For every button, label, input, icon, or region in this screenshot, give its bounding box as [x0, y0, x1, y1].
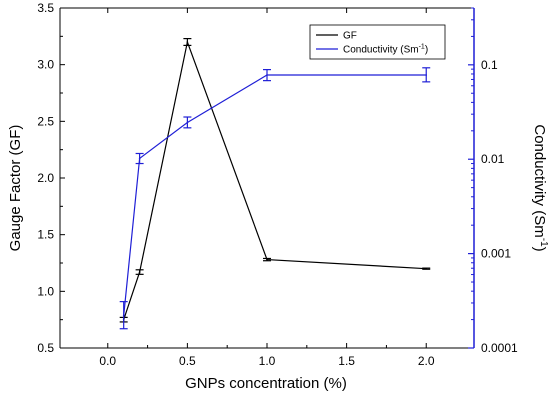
error-bar	[263, 257, 271, 262]
y-axis-right-title-sup: -1	[538, 238, 549, 247]
series-layer	[119, 37, 431, 330]
data-point	[425, 74, 428, 76]
legend-label: Conductivity (Sm-1)	[343, 44, 428, 56]
data-point	[186, 121, 189, 124]
y-right-tick-label: 0.0001	[481, 341, 518, 355]
y-left-tick-label: 2.0	[37, 171, 54, 185]
y-axis-right: 0.0001 0.001 0.01 0.1	[468, 7, 518, 355]
legend-label-sup: -1	[419, 44, 425, 51]
y-left-tick-label: 2.5	[37, 114, 54, 128]
data-point	[122, 314, 125, 317]
error-bar	[135, 269, 144, 275]
data-point	[138, 157, 141, 160]
x-tick-label: 2.0	[418, 354, 435, 368]
x-axis: 0.0 0.5 1.0 1.5 2.0	[99, 8, 435, 368]
x-tick-label: 0.0	[99, 354, 116, 368]
x-tick-label: 1.5	[338, 354, 355, 368]
y-right-tick-label: 0.01	[481, 152, 505, 166]
error-bar	[183, 116, 192, 129]
x-tick-label: 0.5	[179, 354, 196, 368]
y-right-tick-label: 0.1	[481, 58, 498, 72]
y-left-tick-label: 3.5	[37, 1, 54, 15]
data-point	[266, 258, 268, 261]
y-axis-right-title: Conductivity (Sm-1)	[531, 124, 549, 251]
y-axis-left: 0.5 1.0 1.5 2.0 2.5 3.0 3.5	[37, 1, 65, 355]
data-point	[266, 74, 268, 76]
y-axis-right-title-end: )	[531, 247, 548, 252]
error-bar	[422, 67, 431, 83]
legend-label: GF	[343, 31, 357, 42]
error-bar	[263, 69, 271, 82]
x-tick-label: 1.0	[259, 354, 276, 368]
data-point	[138, 271, 141, 273]
error-bar	[183, 37, 192, 47]
error-bar	[119, 301, 128, 330]
y-axis-right-title-main: Conductivity (Sm	[531, 124, 548, 237]
y-left-tick-label: 1.0	[37, 284, 54, 298]
x-axis-title: GNPs concentration (%)	[185, 375, 347, 392]
error-bar	[135, 152, 144, 165]
legend-label-main: GF	[343, 31, 357, 42]
y-left-tick-label: 1.5	[37, 228, 54, 242]
y-axis-left-title: Gauge Factor (GF)	[7, 125, 24, 252]
legend-label-end: )	[425, 45, 428, 56]
y-left-tick-label: 3.0	[37, 58, 54, 72]
series-line-conductivity	[123, 74, 427, 316]
data-point	[186, 41, 189, 43]
legend: GF Conductivity (Sm-1)	[309, 24, 446, 60]
series-line-gf	[123, 39, 427, 320]
data-point	[425, 267, 428, 270]
legend-label-main: Conductivity (Sm	[343, 45, 419, 56]
legend-box	[309, 24, 446, 60]
y-right-tick-label: 0.001	[481, 247, 511, 261]
y-left-tick-label: 0.5	[37, 341, 54, 355]
error-bar	[422, 267, 431, 270]
